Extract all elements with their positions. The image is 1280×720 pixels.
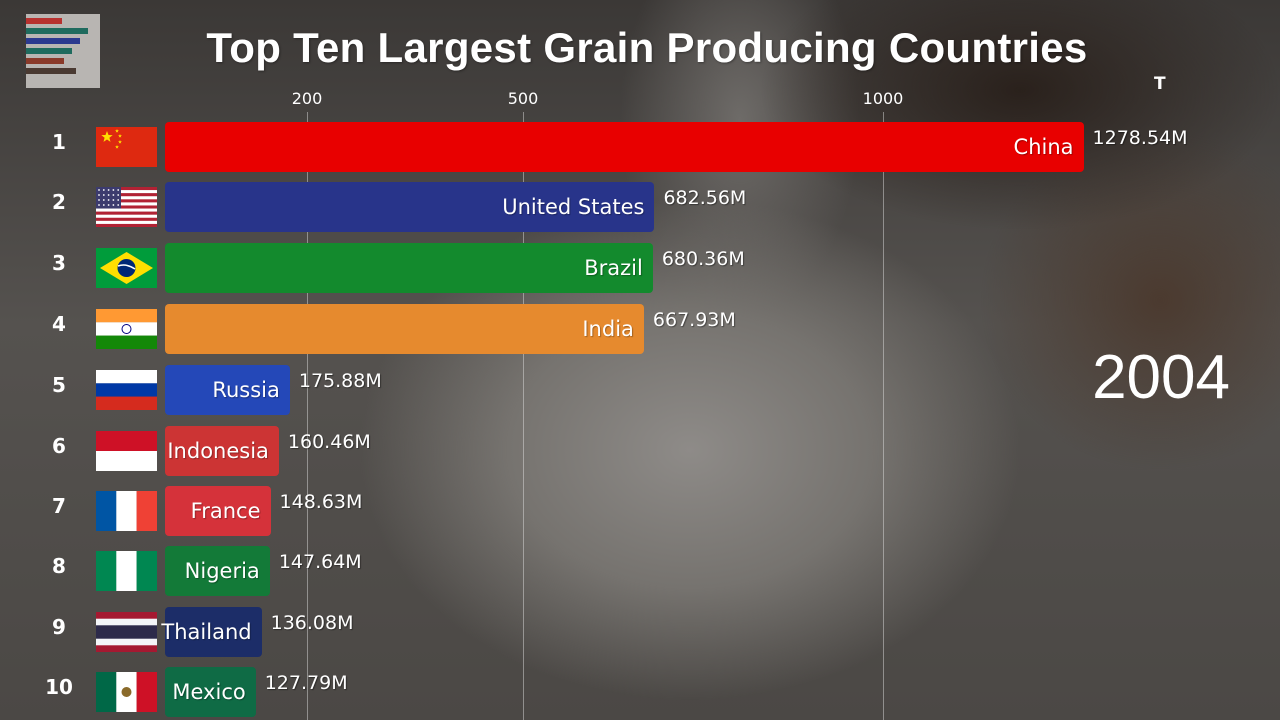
china-flag-icon (96, 127, 157, 167)
gridline (307, 112, 308, 720)
indonesia-flag-icon (96, 431, 157, 471)
bar: Thailand (161, 607, 262, 657)
bar: Russia (165, 365, 290, 415)
rank-label: 2 (52, 190, 66, 214)
gridline (883, 112, 884, 720)
rank-label: 10 (45, 675, 73, 699)
value-label: 160.46M (287, 431, 371, 453)
value-label: 127.79M (264, 672, 348, 694)
bar: France (165, 486, 271, 536)
rank-label: 1 (52, 130, 66, 154)
bar-label: Mexico (172, 680, 246, 704)
value-label: 136.08M (270, 612, 354, 634)
mexico-flag-icon (96, 672, 157, 712)
unit-label: T (1154, 74, 1166, 94)
bar: Indonesia (165, 426, 279, 476)
bar-label: Russia (212, 378, 280, 402)
value-label: 680.36M (661, 248, 745, 270)
bar-label: India (582, 317, 634, 341)
bar-label: Thailand (161, 620, 252, 644)
value-label: 667.93M (652, 309, 736, 331)
bar: Nigeria (165, 546, 270, 596)
bar: China (165, 122, 1084, 172)
tick-label: 1000 (862, 89, 904, 108)
year-label: 2004 (1092, 343, 1230, 412)
bar: Mexico (165, 667, 256, 717)
value-label: 175.88M (298, 370, 382, 392)
bar: Brazil (165, 243, 653, 293)
bar-label: Indonesia (167, 439, 269, 463)
tick-label: 200 (291, 89, 323, 108)
bar-label: China (1013, 135, 1074, 159)
russia-flag-icon (96, 370, 157, 410)
india-flag-icon (96, 309, 157, 349)
bar-label: United States (502, 195, 645, 219)
rank-label: 4 (52, 312, 66, 336)
bar-label: Brazil (584, 256, 643, 280)
bar: United States (165, 182, 655, 232)
channel-logo (26, 14, 100, 88)
usa-flag-icon (96, 187, 157, 227)
bar: India (165, 304, 644, 354)
value-label: 682.56M (663, 187, 747, 209)
brazil-flag-icon (96, 248, 157, 288)
bar-label: Nigeria (184, 559, 260, 583)
tick-label: 500 (507, 89, 539, 108)
france-flag-icon (96, 491, 157, 531)
value-label: 148.63M (279, 491, 363, 513)
nigeria-flag-icon (96, 551, 157, 591)
rank-label: 6 (52, 434, 66, 458)
bar-label: France (190, 499, 261, 523)
rank-label: 3 (52, 251, 66, 275)
thailand-flag-icon (96, 612, 157, 652)
rank-label: 7 (52, 494, 66, 518)
gridline (523, 112, 524, 720)
value-label: 1278.54M (1092, 127, 1188, 149)
value-label: 147.64M (278, 551, 362, 573)
chart-title: Top Ten Largest Grain Producing Countrie… (206, 24, 1088, 71)
rank-label: 8 (52, 554, 66, 578)
rank-label: 5 (52, 373, 66, 397)
rank-label: 9 (52, 615, 66, 639)
